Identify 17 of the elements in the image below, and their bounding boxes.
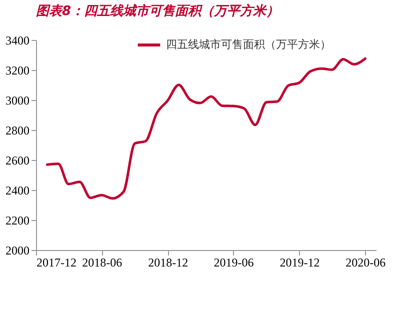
y-tick-label: 2000 bbox=[6, 244, 30, 258]
x-tick-label: 2018-12 bbox=[148, 256, 188, 270]
line-series bbox=[46, 57, 366, 200]
y-tick-label: 2200 bbox=[6, 214, 30, 228]
x-tick-label: 2019-06 bbox=[214, 256, 254, 270]
x-tick-label: 2018-06 bbox=[82, 256, 122, 270]
y-tick-label: 2600 bbox=[6, 154, 30, 168]
y-tick-label: 3400 bbox=[6, 34, 30, 48]
x-tick-label: 2019-12 bbox=[280, 256, 320, 270]
legend-label: 四五线城市可售面积（万平方米） bbox=[166, 38, 331, 51]
y-tick-label: 2400 bbox=[6, 184, 30, 198]
y-tick-label: 3200 bbox=[6, 64, 30, 78]
x-tick-label: 2017-12 bbox=[36, 256, 76, 270]
y-tick-label: 2800 bbox=[6, 124, 30, 138]
chart-title: 图表8：四五线城市可售面积（万平方米） bbox=[36, 3, 280, 19]
y-tick-label: 3000 bbox=[6, 94, 30, 108]
x-tick-label: 2020-06 bbox=[346, 256, 386, 270]
